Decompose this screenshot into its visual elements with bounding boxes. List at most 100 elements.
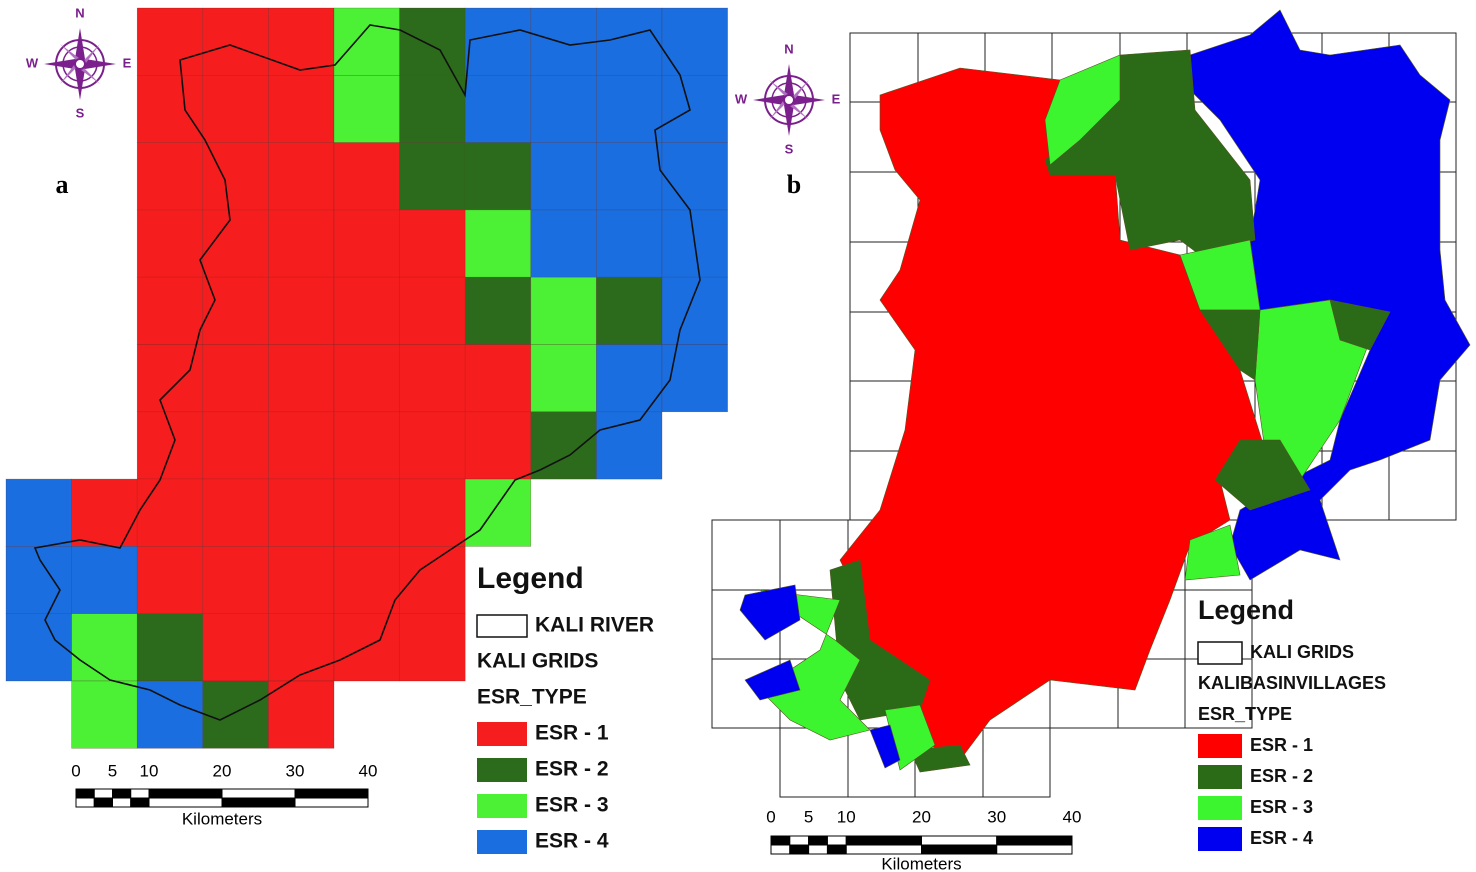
compass-letter: W (735, 91, 748, 106)
grid-cell (464, 7, 532, 76)
scale-segment (221, 797, 296, 808)
scale-segment (770, 835, 791, 846)
grid-cell (202, 75, 269, 143)
scale-label: 10 (837, 807, 856, 826)
villages-map (739, 9, 1471, 773)
legend-swatch (477, 722, 527, 746)
legend-label: ESR - 1 (1250, 735, 1313, 755)
scale-segment (789, 835, 810, 846)
grid-cell (136, 411, 204, 480)
grid-cell (333, 344, 400, 413)
river-boundary (33, 24, 701, 721)
grid-cell (596, 209, 663, 278)
scale-segment (130, 797, 150, 808)
grid-cell (202, 276, 269, 345)
scale-segment (808, 844, 828, 855)
grid-cell (268, 142, 335, 211)
grid-cell (202, 478, 269, 547)
scale-segment (808, 835, 828, 846)
grid-cell (5, 478, 72, 547)
grid-cell (333, 7, 400, 76)
grid-cell (136, 613, 204, 682)
grid-cell (399, 613, 466, 682)
grid-cell (530, 142, 597, 211)
grid-outline (711, 519, 781, 591)
grid-cell (464, 344, 532, 413)
grid-cell (268, 276, 335, 345)
scale-segment (130, 788, 150, 799)
scale-label: 20 (213, 761, 232, 780)
grid-cell (464, 142, 532, 211)
grid-cell (136, 546, 204, 614)
grid-cell (268, 613, 335, 682)
grid-cell (268, 75, 335, 143)
grid-cell (202, 411, 269, 480)
grid-cell (596, 344, 663, 413)
grid-cell (530, 209, 597, 278)
grid-cell (136, 75, 204, 143)
scale-label: 0 (71, 761, 80, 780)
compass-letter: S (785, 141, 794, 156)
scale-segment (75, 797, 95, 808)
grid-cell (268, 680, 335, 749)
legend-label: ESR_TYPE (1198, 704, 1292, 724)
legend-label: ESR - 2 (535, 758, 609, 781)
grid-cell (333, 478, 400, 547)
scale-segment (148, 788, 223, 799)
scale-segment (921, 844, 998, 855)
scale-segment (93, 788, 113, 799)
grid-cell (399, 411, 466, 480)
legend-label: ESR_TYPE (477, 686, 587, 709)
grid-cell (530, 7, 597, 76)
legend-title: Legend (1198, 595, 1294, 625)
grid-cell (136, 276, 204, 345)
grid-cell (136, 7, 204, 76)
grid-cell (530, 411, 597, 480)
compass-rose (753, 64, 825, 136)
grid-cell (268, 209, 335, 278)
legend-swatch (477, 830, 527, 854)
grid-outline (1388, 450, 1457, 521)
scale-label: 40 (1063, 807, 1082, 826)
scale-segment (789, 844, 810, 855)
scale-segment (294, 788, 369, 799)
grid-cell (71, 613, 138, 682)
grid-cell (661, 344, 728, 413)
scale-unit: Kilometers (182, 809, 262, 828)
grid-cell (202, 344, 269, 413)
legend-title: Legend (477, 562, 584, 595)
grid-cell (464, 209, 532, 278)
scale-label: 30 (286, 761, 305, 780)
grid-cell (661, 276, 728, 345)
grid-cell (136, 142, 204, 211)
region-esr-2 (829, 299, 1391, 773)
grid-cell (530, 344, 597, 413)
grid-cell (71, 478, 138, 547)
grid-cell (333, 75, 400, 143)
scale-segment (112, 788, 132, 799)
legend-label: ESR - 2 (1250, 766, 1313, 786)
scale-label: 10 (140, 761, 159, 780)
grid-cell (71, 680, 138, 749)
grid-cell (464, 75, 532, 143)
legend-swatch (477, 758, 527, 782)
grid-cell (268, 7, 335, 76)
grid-cell (399, 276, 466, 345)
scale-label: 0 (766, 807, 775, 826)
legend-label: KALIBASINVILLAGES (1198, 673, 1386, 693)
grid-cell (399, 142, 466, 211)
grid-cell (202, 142, 269, 211)
grid-cell (268, 344, 335, 413)
legend-swatch (1197, 641, 1243, 665)
grid-cell (399, 75, 466, 143)
legend-label: KALI GRIDS (1250, 642, 1354, 662)
grid-cell (464, 411, 532, 480)
grid-cell (661, 75, 728, 143)
scale-segment (996, 835, 1073, 846)
legend-label: ESR - 1 (535, 722, 609, 745)
compass-letter: S (76, 105, 85, 120)
legend-label: KALI GRIDS (477, 650, 598, 673)
grid-cell (333, 142, 400, 211)
grid-cell (464, 276, 532, 345)
